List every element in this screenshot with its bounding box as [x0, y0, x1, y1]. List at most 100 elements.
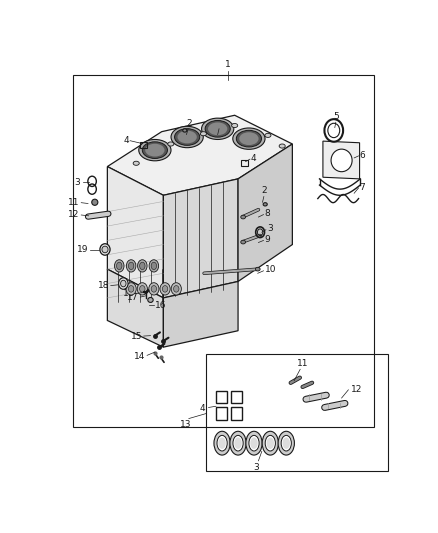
Ellipse shape	[233, 435, 243, 451]
Text: 12: 12	[351, 385, 363, 394]
Ellipse shape	[151, 262, 156, 270]
Ellipse shape	[151, 286, 156, 292]
Ellipse shape	[265, 435, 276, 451]
Ellipse shape	[183, 129, 187, 132]
Text: 5: 5	[334, 112, 339, 121]
Ellipse shape	[120, 280, 126, 287]
Text: 4: 4	[123, 136, 129, 145]
Text: 16: 16	[155, 301, 166, 310]
Text: 8: 8	[265, 209, 270, 218]
Ellipse shape	[249, 435, 259, 451]
Text: 2: 2	[262, 187, 267, 195]
Bar	[140, 142, 147, 148]
Text: 3: 3	[217, 118, 223, 127]
Ellipse shape	[241, 215, 246, 219]
Ellipse shape	[262, 431, 279, 455]
Ellipse shape	[246, 431, 262, 455]
Ellipse shape	[267, 438, 274, 449]
Ellipse shape	[265, 133, 271, 138]
Ellipse shape	[279, 144, 285, 148]
Ellipse shape	[140, 262, 145, 270]
Text: 4: 4	[251, 154, 257, 163]
Ellipse shape	[145, 144, 165, 157]
Ellipse shape	[175, 128, 200, 146]
Ellipse shape	[214, 431, 230, 455]
Ellipse shape	[92, 199, 98, 205]
Ellipse shape	[168, 142, 174, 146]
Ellipse shape	[140, 286, 145, 292]
Polygon shape	[323, 141, 360, 179]
Ellipse shape	[234, 438, 242, 449]
Bar	[231, 407, 243, 420]
Ellipse shape	[117, 262, 122, 270]
Polygon shape	[107, 269, 163, 347]
Text: 1: 1	[225, 60, 231, 69]
Ellipse shape	[241, 240, 246, 244]
Ellipse shape	[126, 282, 136, 295]
Text: 19: 19	[77, 245, 88, 254]
Bar	[241, 160, 247, 166]
Ellipse shape	[171, 282, 181, 295]
Ellipse shape	[278, 431, 294, 455]
Bar	[206, 354, 389, 471]
Ellipse shape	[128, 286, 134, 292]
Ellipse shape	[232, 124, 238, 127]
Ellipse shape	[160, 282, 170, 295]
Text: 3: 3	[74, 177, 80, 187]
Polygon shape	[238, 144, 293, 281]
Ellipse shape	[102, 246, 108, 253]
Text: 3: 3	[253, 463, 259, 472]
Text: 9: 9	[265, 235, 270, 244]
Ellipse shape	[127, 260, 136, 272]
Ellipse shape	[128, 262, 134, 270]
Text: 17: 17	[127, 293, 139, 302]
Text: 4: 4	[199, 404, 205, 413]
Ellipse shape	[283, 438, 290, 449]
Text: 11: 11	[123, 289, 134, 298]
Ellipse shape	[208, 123, 227, 135]
Text: 2: 2	[186, 118, 192, 127]
Ellipse shape	[171, 126, 203, 148]
Ellipse shape	[281, 435, 291, 451]
Text: 10: 10	[265, 265, 276, 274]
Polygon shape	[107, 115, 293, 195]
Ellipse shape	[162, 286, 168, 292]
Ellipse shape	[149, 282, 159, 295]
Polygon shape	[163, 281, 238, 347]
Ellipse shape	[137, 282, 148, 295]
Ellipse shape	[201, 118, 234, 140]
Ellipse shape	[133, 161, 139, 165]
Ellipse shape	[148, 297, 153, 302]
Ellipse shape	[239, 132, 258, 145]
Ellipse shape	[149, 260, 159, 272]
Ellipse shape	[255, 268, 260, 271]
Text: 14: 14	[134, 352, 146, 361]
Polygon shape	[107, 166, 163, 298]
Text: 11: 11	[68, 198, 80, 207]
Ellipse shape	[173, 286, 179, 292]
Text: 6: 6	[360, 150, 365, 159]
Ellipse shape	[217, 435, 227, 451]
Ellipse shape	[114, 260, 124, 272]
Ellipse shape	[142, 142, 167, 158]
Ellipse shape	[205, 120, 230, 137]
Text: 3: 3	[267, 224, 273, 233]
Bar	[231, 391, 243, 403]
Text: 7: 7	[360, 183, 365, 191]
Text: 12: 12	[68, 211, 80, 220]
Polygon shape	[163, 179, 238, 298]
Ellipse shape	[250, 438, 258, 449]
Ellipse shape	[237, 131, 261, 147]
Text: 11: 11	[297, 359, 308, 368]
Ellipse shape	[119, 278, 128, 289]
Ellipse shape	[138, 260, 147, 272]
Bar	[216, 407, 227, 420]
Ellipse shape	[331, 149, 352, 172]
Ellipse shape	[177, 131, 197, 143]
Text: 13: 13	[180, 420, 191, 429]
Text: 15: 15	[131, 332, 142, 341]
Ellipse shape	[139, 140, 171, 161]
Bar	[74, 75, 374, 427]
Ellipse shape	[233, 128, 265, 149]
Ellipse shape	[200, 132, 206, 136]
